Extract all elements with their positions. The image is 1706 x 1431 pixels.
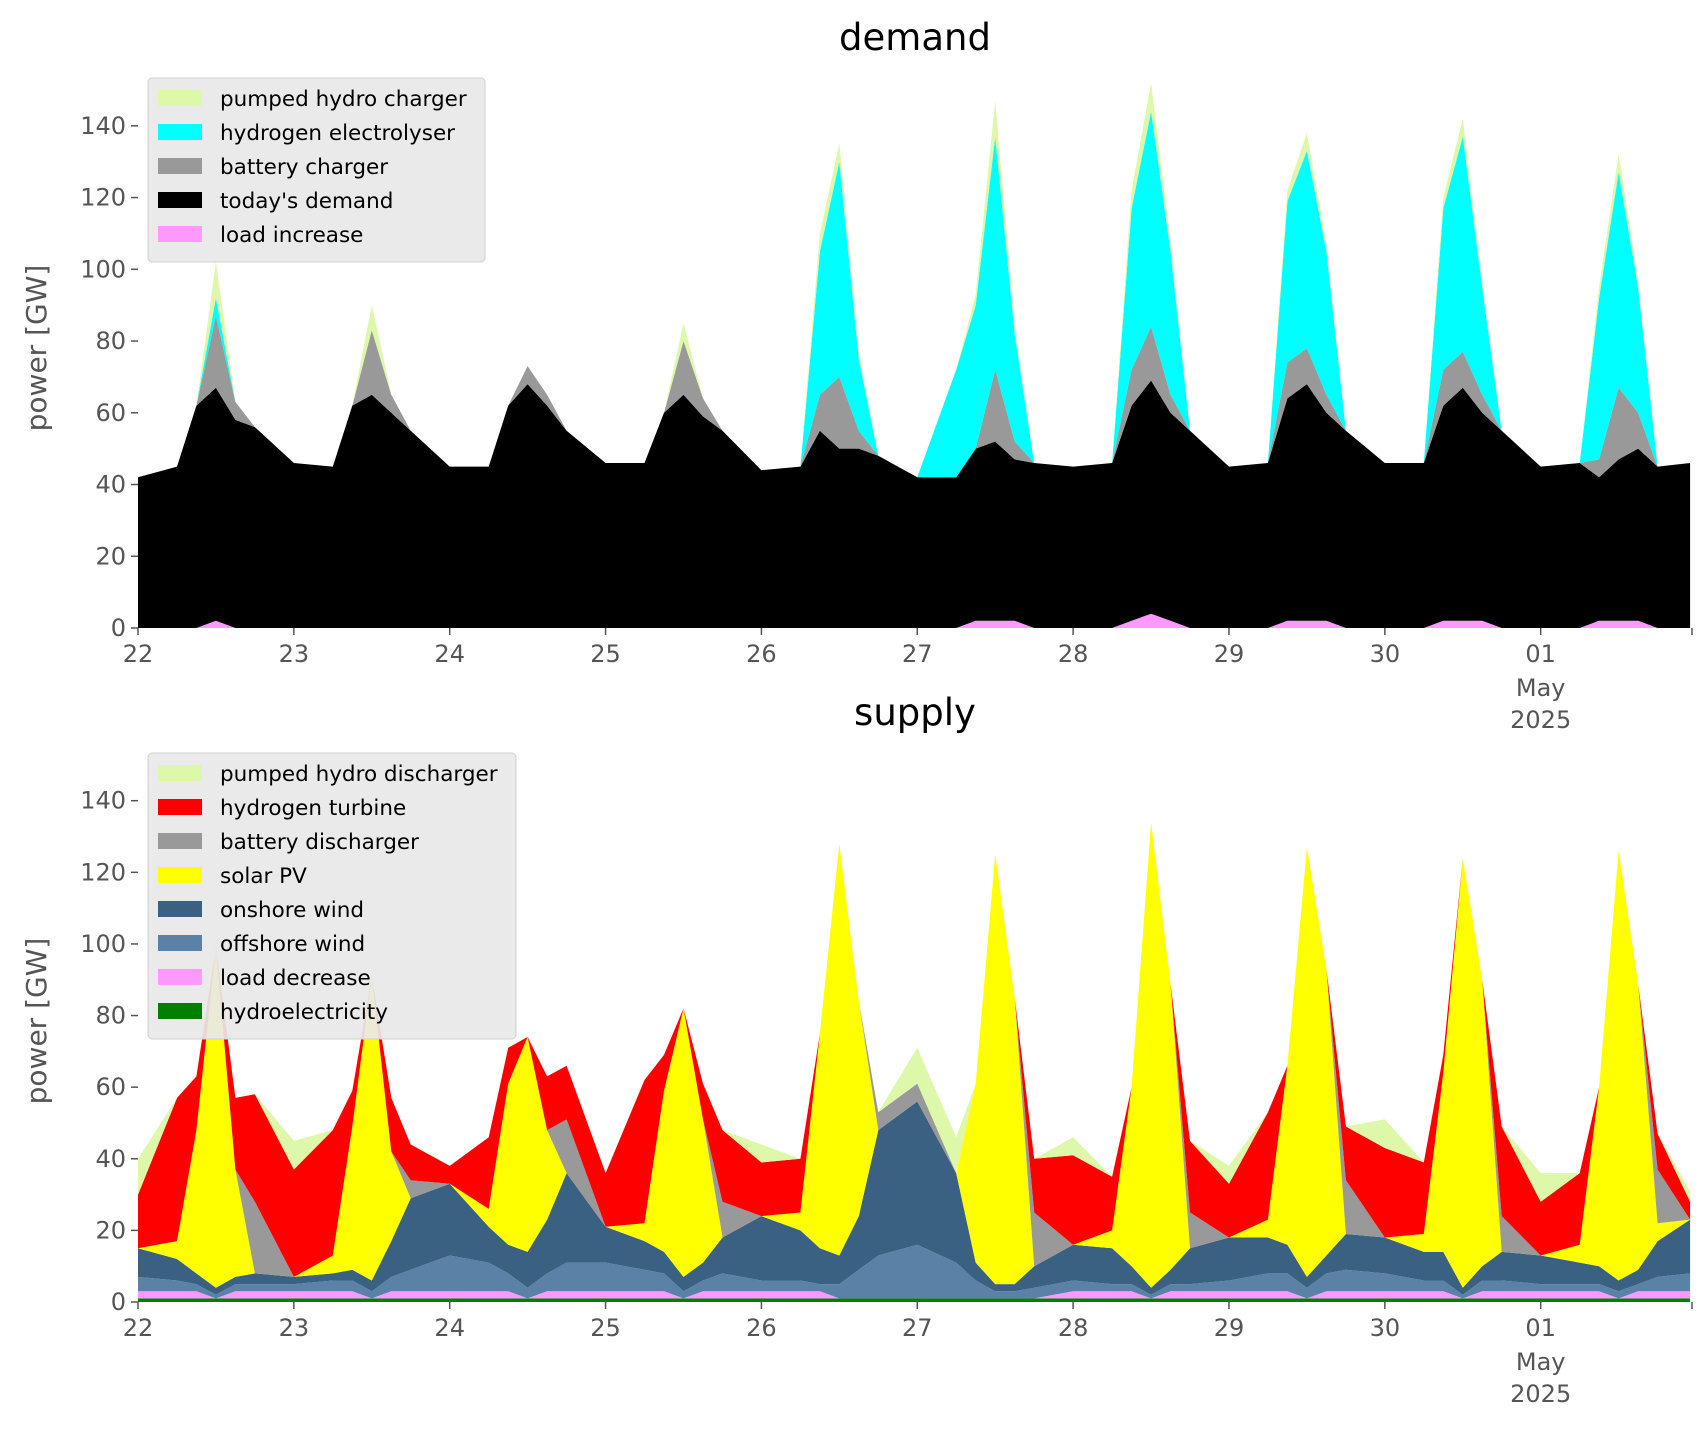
supply-legend-swatch-hydroelectricity <box>158 1003 202 1019</box>
supply-x-tick-label: 28 <box>1058 1314 1089 1342</box>
supply-legend-label-pumped-hydro-discharger: pumped hydro discharger <box>220 762 498 787</box>
supply-legend-swatch-offshore-wind <box>158 935 202 951</box>
demand-x-tick-label: 24 <box>434 640 465 668</box>
demand-area-battery-charger <box>138 315 1691 478</box>
supply-x-tick-label: 01 <box>1525 1314 1556 1342</box>
demand-y-tick-label: 40 <box>95 471 126 499</box>
demand-y-tick-label: 20 <box>95 542 126 570</box>
supply-y-tick-label: 140 <box>80 787 126 815</box>
demand-chart: demand power [GW] 0 20 40 60 80 100 120 140 22 23… <box>20 16 1693 734</box>
supply-area-onshore-wind <box>138 1101 1691 1295</box>
demand-y-tick-label: 100 <box>80 255 126 283</box>
demand-legend-label-pumped-hydro-charger: pumped hydro charger <box>220 87 467 112</box>
supply-y-tick-label: 40 <box>95 1145 126 1173</box>
demand-area-hydrogen-electrolyser <box>138 111 1691 478</box>
supply-area-hydrogen-turbine <box>138 822 1691 1277</box>
supply-legend-box <box>147 752 517 1040</box>
supply-legend-label-load-decrease: load decrease <box>220 966 371 991</box>
demand-x-tick-label: 28 <box>1058 640 1089 668</box>
supply-legend-label-hydrogen-turbine: hydrogen turbine <box>220 796 406 821</box>
demand-x-year-label: 2025 <box>1510 706 1571 734</box>
demand-legend: pumped hydro charger hydrogen electrolyse… <box>147 77 486 263</box>
supply-x-tick-label: 25 <box>590 1314 621 1342</box>
demand-x-tick-label: 01 <box>1525 640 1556 668</box>
supply-x-month-label: May <box>1516 1348 1566 1376</box>
demand-legend-box <box>147 77 486 263</box>
demand-legend-label-load-increase: load increase <box>220 223 363 248</box>
supply-x-tick-label: 22 <box>123 1314 154 1342</box>
supply-x-tick-label: 26 <box>746 1314 777 1342</box>
demand-legend-swatch-load-increase <box>158 226 202 242</box>
supply-y-tick-label: 60 <box>95 1073 126 1101</box>
supply-area-series <box>138 822 1691 1302</box>
supply-legend-swatch-hydrogen-turbine <box>158 799 202 815</box>
supply-x-tick-label: 27 <box>902 1314 933 1342</box>
supply-y-tick-label: 80 <box>95 1002 126 1030</box>
demand-x-tick-label: 30 <box>1370 640 1401 668</box>
demand-area-load-increase <box>138 613 1691 628</box>
demand-x-tick-label: 23 <box>279 640 310 668</box>
supply-x-tick-label: 29 <box>1214 1314 1245 1342</box>
supply-x-year-label: 2025 <box>1510 1380 1571 1408</box>
demand-x-tick-label: 27 <box>902 640 933 668</box>
supply-area-offshore-wind <box>138 1244 1691 1299</box>
demand-y-tick-label: 120 <box>80 184 126 212</box>
supply-legend-label-offshore-wind: offshore wind <box>220 932 365 957</box>
supply-legend-swatch-onshore-wind <box>158 901 202 917</box>
demand-y-tick-label: 60 <box>95 399 126 427</box>
demand-x-tick-label: 25 <box>590 640 621 668</box>
demand-x-month-label: May <box>1516 674 1566 702</box>
demand-y-tick-label: 80 <box>95 327 126 355</box>
supply-area-solar-pv <box>138 822 1691 1288</box>
supply-x-tick-label: 23 <box>279 1314 310 1342</box>
supply-chart-title: supply <box>854 691 976 734</box>
supply-legend-swatch-load-decrease <box>158 969 202 985</box>
demand-legend-swatch-hydrogen-electrolyser <box>158 124 202 140</box>
supply-y-tick-label: 100 <box>80 930 126 958</box>
demand-chart-title: demand <box>839 16 991 59</box>
demand-legend-label-battery-charger: battery charger <box>220 155 388 180</box>
demand-y-axis-label: power [GW] <box>20 265 53 432</box>
demand-legend-swatch-today-s-demand <box>158 192 202 208</box>
demand-x-tick-label: 26 <box>746 640 777 668</box>
demand-legend-swatch-battery-charger <box>158 158 202 174</box>
supply-legend: pumped hydro discharger hydrogen turbine b… <box>147 752 517 1040</box>
demand-axes: 0 20 40 60 80 100 120 140 22 23 24 25 26 27 28 29 30 01 Ma… <box>80 112 1693 734</box>
supply-area-load-decrease <box>138 1291 1691 1299</box>
supply-y-axis-label: power [GW] <box>20 938 53 1105</box>
supply-y-tick-label: 20 <box>95 1216 126 1244</box>
demand-y-tick-label: 0 <box>111 614 126 642</box>
demand-legend-swatch-pumped-hydro-charger <box>158 90 202 106</box>
supply-area-pumped-hydro-discharger <box>138 822 1691 1202</box>
demand-area-series <box>138 82 1691 628</box>
demand-area-today-s-demand <box>138 380 1691 628</box>
supply-legend-label-hydroelectricity: hydroelectricity <box>220 1000 388 1025</box>
supply-y-tick-label: 0 <box>111 1288 126 1316</box>
supply-legend-swatch-solar-pv <box>158 867 202 883</box>
supply-legend-label-solar-pv: solar PV <box>220 864 307 889</box>
supply-axes: 0 20 40 60 80 100 120 140 22 23 24 25 26 27 28 29 30 01 Ma… <box>80 787 1693 1408</box>
supply-area-hydroelectricity <box>138 1298 1691 1302</box>
supply-legend-swatch-pumped-hydro-discharger <box>158 765 202 781</box>
demand-y-tick-label: 140 <box>80 112 126 140</box>
supply-y-tick-label: 120 <box>80 858 126 886</box>
demand-x-tick-label: 29 <box>1214 640 1245 668</box>
supply-legend-swatch-battery-discharger <box>158 833 202 849</box>
demand-x-tick-label: 22 <box>123 640 154 668</box>
supply-x-tick-label: 30 <box>1370 1314 1401 1342</box>
supply-chart: supply power [GW] 0 20 40 60 80 100 120 140 22 23… <box>20 691 1693 1408</box>
supply-x-tick-label: 24 <box>434 1314 465 1342</box>
demand-legend-label-today-s-demand: today's demand <box>220 189 393 214</box>
supply-legend-label-battery-discharger: battery discharger <box>220 830 419 855</box>
supply-legend-label-onshore-wind: onshore wind <box>220 898 364 923</box>
demand-legend-label-hydrogen-electrolyser: hydrogen electrolyser <box>220 121 455 146</box>
